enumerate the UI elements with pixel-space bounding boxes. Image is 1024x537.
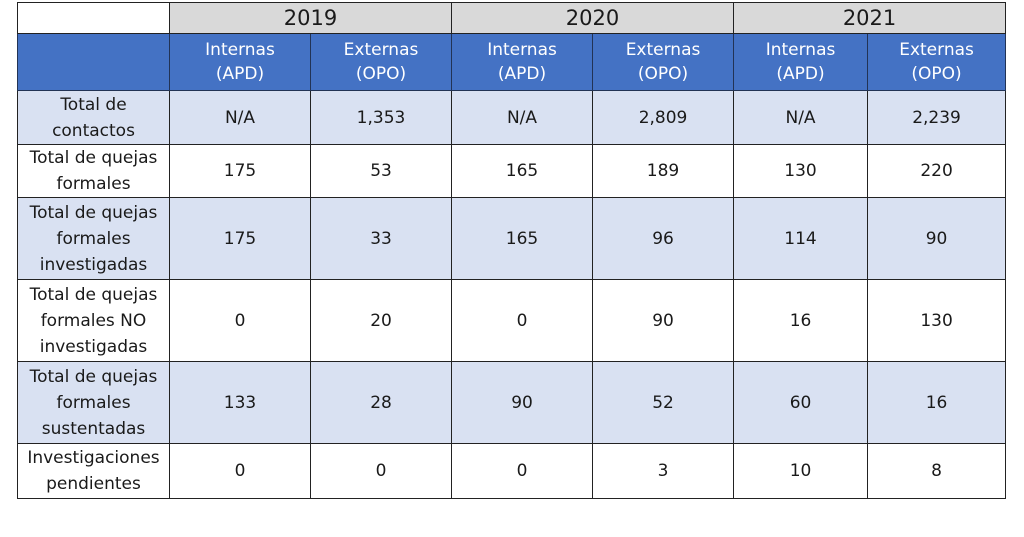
table-cell: 165 — [451, 144, 594, 198]
table-cell: 175 — [169, 197, 311, 280]
subheader-internas-label: Internas — [205, 40, 275, 60]
table-row-quejas-formales: Total de quejas formales 175 53 165 189 1… — [17, 144, 1007, 198]
table-cell: 0 — [451, 279, 594, 362]
row-label: Total de quejas formales — [17, 144, 170, 198]
year-header-row: 2019 2020 2021 — [17, 2, 1007, 34]
row-label-line: Total de — [60, 94, 127, 115]
table-cell: 0 — [169, 279, 311, 362]
table-cell: 33 — [309, 197, 453, 280]
subheader-externas: Externas (OPO) — [592, 33, 735, 91]
subheader-externas-code: (OPO) — [911, 64, 962, 84]
row-label-line: Investigaciones — [27, 448, 160, 468]
row-label-line: formales — [56, 392, 131, 413]
table-cell: 114 — [733, 197, 869, 280]
table-cell: 90 — [592, 279, 735, 362]
table-row-quejas-investigadas: Total de quejas formales investigadas 175 … — [17, 197, 1007, 280]
row-label: Total de quejas formales NO investigadas — [17, 279, 170, 362]
table-cell: 52 — [592, 361, 735, 444]
table-cell: 130 — [867, 279, 1007, 362]
subheader-externas-code: (OPO) — [637, 64, 689, 84]
year-2021-header: 2021 — [733, 2, 1007, 34]
table-cell: 0 — [309, 443, 453, 499]
row-label-line: formales NO — [40, 310, 147, 331]
row-label-line: Total de quejas — [29, 148, 158, 168]
subheader-internas-code: (APD) — [776, 64, 825, 84]
table-row-investigaciones-pendientes: Investigaciones pendientes 0 0 0 3 10 8 — [17, 443, 1007, 499]
row-label-line: formales — [56, 228, 131, 249]
table-cell: 53 — [309, 144, 453, 198]
table-cell: 0 — [451, 443, 594, 499]
table-cell: 165 — [451, 197, 594, 280]
table-cell: N/A — [451, 90, 594, 145]
row-label: Total de quejas formales investigadas — [17, 197, 170, 280]
row-label: Total de contactos — [17, 90, 170, 145]
row-label-line: investigadas — [39, 336, 148, 357]
table-cell: 220 — [867, 144, 1007, 198]
row-label-line: Total de quejas — [29, 366, 158, 387]
table-cell: N/A — [733, 90, 869, 145]
row-label-line: investigadas — [39, 254, 148, 275]
subheader-externas: Externas (OPO) — [867, 33, 1007, 91]
row-label-line: Total de quejas — [29, 284, 158, 305]
table-cell: N/A — [169, 90, 311, 145]
subheader-internas-label: Internas — [765, 40, 836, 60]
year-2020-header: 2020 — [451, 2, 735, 34]
subheader-internas: Internas (APD) — [169, 33, 311, 91]
complaints-table: 2019 2020 2021 Internas (APD) Externas (OP… — [17, 2, 1007, 499]
table-cell: 2,809 — [592, 90, 735, 145]
subheader-externas-label: Externas — [899, 40, 974, 60]
table-row-quejas-no-investigadas: Total de quejas formales NO investigadas 0… — [17, 279, 1007, 362]
row-label: Total de quejas formales sustentadas — [17, 361, 170, 444]
table-cell: 90 — [451, 361, 594, 444]
subheader-internas-label: Internas — [487, 40, 557, 60]
subheader-internas-code: (APD) — [497, 64, 547, 84]
table-cell: 60 — [733, 361, 869, 444]
table-cell: 2,239 — [867, 90, 1007, 145]
table-cell: 189 — [592, 144, 735, 198]
row-label-line: Total de quejas — [29, 202, 158, 223]
row-label-line: formales — [56, 174, 131, 194]
table-cell: 90 — [867, 197, 1007, 280]
table-cell: 1,353 — [309, 90, 453, 145]
table-cell: 28 — [309, 361, 453, 444]
table-row-total-contactos: Total de contactos N/A 1,353 N/A 2,809 N/… — [17, 90, 1007, 145]
table-cell: 16 — [867, 361, 1007, 444]
row-label-line: contactos — [52, 120, 135, 141]
row-label: Investigaciones pendientes — [17, 443, 170, 499]
row-label-line: pendientes — [46, 474, 141, 494]
subheader-externas-label: Externas — [625, 40, 701, 60]
subheader-row: Internas (APD) Externas (OPO) Internas (APD… — [17, 33, 1007, 91]
table-cell: 133 — [169, 361, 311, 444]
subheader-internas-code: (APD) — [215, 64, 265, 84]
row-label-line: sustentadas — [41, 418, 146, 439]
subheader-corner — [17, 33, 170, 91]
table-cell: 130 — [733, 144, 869, 198]
table-cell: 3 — [592, 443, 735, 499]
subheader-externas-label: Externas — [343, 40, 419, 60]
table-cell: 8 — [867, 443, 1007, 499]
table-cell: 0 — [169, 443, 311, 499]
table-cell: 175 — [169, 144, 311, 198]
year-2019-header: 2019 — [168, 2, 453, 34]
table-cell: 16 — [733, 279, 869, 362]
table-cell: 20 — [309, 279, 453, 362]
corner-cell — [17, 2, 170, 34]
subheader-externas: Externas (OPO) — [309, 33, 453, 91]
table-cell: 96 — [592, 197, 735, 280]
subheader-internas: Internas (APD) — [451, 33, 594, 91]
table-row-quejas-sustentadas: Total de quejas formales sustentadas 133 2… — [17, 361, 1007, 444]
subheader-internas: Internas (APD) — [733, 33, 869, 91]
table-cell: 10 — [733, 443, 869, 499]
subheader-externas-code: (OPO) — [355, 64, 407, 84]
